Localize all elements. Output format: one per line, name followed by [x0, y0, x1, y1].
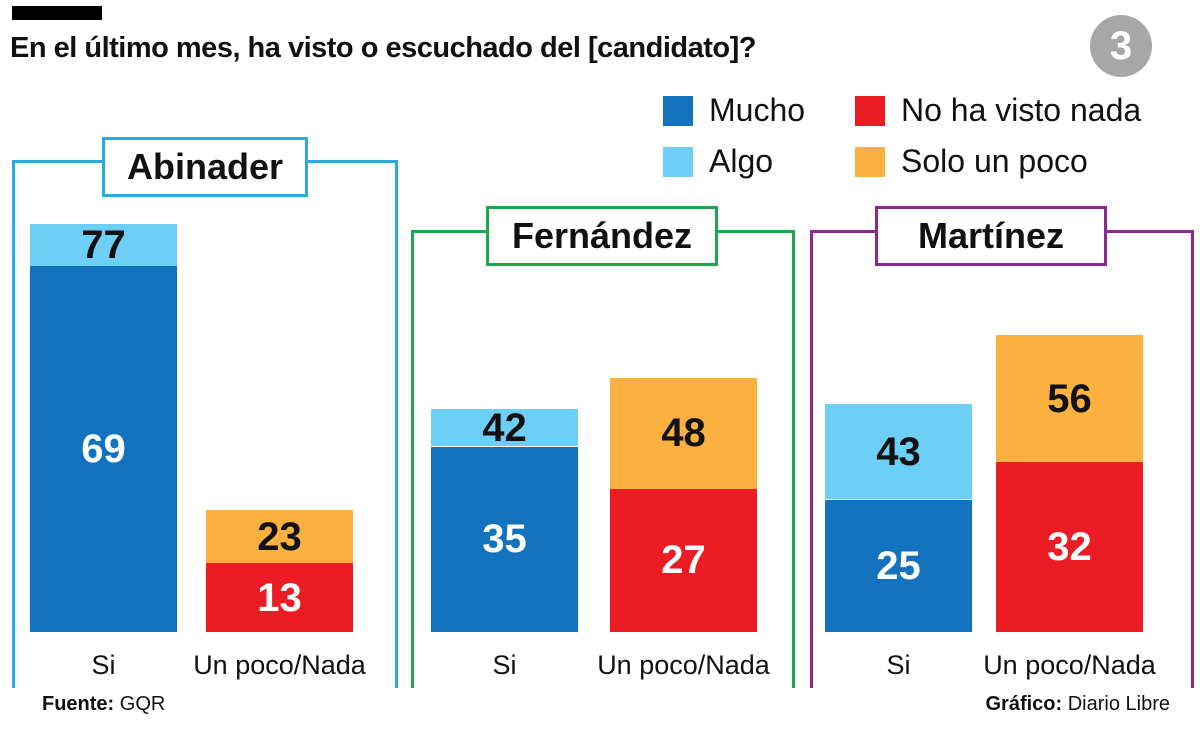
bar-segment-abinader-si-algo: [30, 223, 177, 267]
legend-swatch-mucho: [663, 95, 693, 126]
bar-segment-martinez-si-algo: [825, 404, 972, 500]
data-label-fernandez-si-mucho: 35: [482, 517, 527, 562]
bar-segment-martinez-un-poco-nada-no-ha-visto-nada: [996, 462, 1143, 632]
source-value: GQR: [119, 693, 166, 715]
category-label-fernandez-si: Si: [492, 650, 517, 680]
data-label-fernandez-si-algo: 42: [482, 405, 527, 450]
legend-label-no-ha-visto-nada: No ha visto nada: [901, 92, 1142, 128]
bar-segment-fernandez-un-poco-nada-solo-un-poco: [610, 377, 757, 489]
bar-segment-abinader-un-poco-nada-solo-un-poco: [206, 510, 353, 564]
data-label-abinader-si-algo: 77: [81, 223, 126, 268]
legend-item-no-ha-visto-nada: No ha visto nada: [855, 92, 1141, 129]
panel-label-abinader: Abinader: [102, 137, 308, 197]
legend-label-algo: Algo: [709, 143, 774, 179]
legend-item-algo: Algo: [663, 143, 773, 180]
bar-segment-fernandez-un-poco-nada-no-ha-visto-nada: [610, 488, 757, 632]
panel-label-martinez: Martínez: [875, 206, 1107, 266]
graphic-value: Diario Libre: [1067, 693, 1170, 715]
legend-item-solo-un-poco: Solo un poco: [855, 143, 1088, 180]
bar-segment-abinader-si-mucho: [30, 266, 177, 632]
data-label-martinez-si-mucho: 25: [876, 543, 921, 588]
graphic-label: Gráfico:: [985, 693, 1063, 715]
source-credit: Fuente: GQR: [42, 693, 165, 716]
data-label-abinader-un-poco-nada-no-ha-visto-nada: 13: [257, 575, 302, 620]
bar-segment-fernandez-si-mucho: [431, 446, 578, 632]
graphic-credit: Gráfico: Diario Libre: [985, 693, 1170, 716]
legend-swatch-no-ha-visto-nada: [855, 95, 885, 126]
chart-number-badge: 3: [1090, 15, 1152, 77]
data-label-martinez-si-algo: 43: [876, 429, 921, 474]
chart-title: En el último mes, ha visto o escuchado d…: [10, 32, 756, 64]
legend-label-mucho: Mucho: [709, 92, 806, 128]
data-label-fernandez-un-poco-nada-solo-un-poco: 48: [661, 411, 706, 456]
data-label-martinez-un-poco-nada-solo-un-poco: 56: [1047, 376, 1092, 421]
bar-segment-abinader-un-poco-nada-no-ha-visto-nada: [206, 563, 353, 632]
category-label-martinez-si: Si: [886, 650, 911, 680]
data-label-martinez-un-poco-nada-no-ha-visto-nada: 32: [1047, 525, 1092, 570]
bar-segment-martinez-un-poco-nada-solo-un-poco: [996, 335, 1143, 463]
top-rule: [12, 6, 102, 20]
data-label-abinader-si-mucho: 69: [81, 427, 126, 472]
category-label-abinader-si: Si: [91, 650, 116, 680]
panel-label-fernandez: Fernández: [486, 206, 718, 266]
category-label-fernandez-un-poco-nada: Un poco/Nada: [597, 650, 770, 680]
category-label-abinader-un-poco-nada: Un poco/Nada: [193, 650, 366, 680]
source-label: Fuente:: [42, 693, 115, 715]
category-label-martinez-un-poco-nada: Un poco/Nada: [983, 650, 1156, 680]
legend-item-mucho: Mucho: [663, 92, 805, 129]
data-label-fernandez-un-poco-nada-no-ha-visto-nada: 27: [661, 538, 706, 583]
bar-segment-fernandez-si-algo: [431, 409, 578, 447]
legend-label-solo-un-poco: Solo un poco: [901, 143, 1088, 179]
bar-segment-martinez-si-mucho: [825, 499, 972, 632]
data-label-abinader-un-poco-nada-solo-un-poco: 23: [257, 514, 302, 559]
legend-swatch-algo: [663, 146, 693, 177]
legend-swatch-solo-un-poco: [855, 146, 885, 177]
